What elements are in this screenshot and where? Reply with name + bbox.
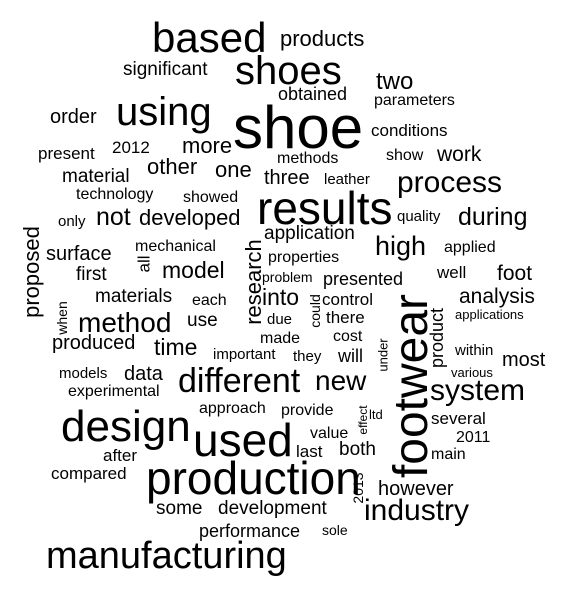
word-however: however: [378, 479, 454, 499]
word-approach: approach: [199, 401, 266, 417]
word-properties: properties: [268, 250, 339, 266]
word-show: show: [386, 148, 423, 164]
word-produced: produced: [52, 333, 135, 353]
word-made: made: [260, 331, 300, 347]
word-three: three: [264, 168, 310, 188]
word-foot: foot: [497, 263, 532, 284]
word-leather: leather: [324, 172, 370, 187]
word-application: application: [264, 224, 355, 243]
word-only: only: [58, 214, 86, 229]
word-after: after: [103, 447, 137, 464]
word-one: one: [215, 159, 252, 181]
word-obtained: obtained: [278, 85, 347, 103]
word-most: most: [502, 350, 545, 370]
word-problem: problem: [262, 270, 313, 284]
word-design: design: [61, 405, 191, 449]
word-provide: provide: [281, 403, 333, 419]
word-models: models: [59, 366, 107, 381]
word-compared: compared: [51, 465, 127, 482]
word-showed: showed: [183, 190, 238, 206]
word-several: several: [431, 410, 486, 427]
word-material: material: [62, 167, 130, 186]
word-products: products: [280, 28, 364, 50]
word-applications: applications: [455, 308, 524, 321]
word-high: high: [375, 233, 426, 260]
word-under: under: [377, 338, 390, 371]
word-effect: effect: [357, 405, 369, 434]
word-not: not: [96, 205, 131, 230]
word-could: could: [308, 294, 322, 327]
word-manufacturing: manufacturing: [46, 537, 287, 575]
word-system: system: [430, 376, 525, 406]
word-time: time: [154, 336, 197, 359]
word-last: last: [296, 443, 322, 460]
word-control: control: [322, 291, 373, 308]
word-into: into: [262, 286, 299, 309]
word-parameters: parameters: [374, 93, 455, 109]
word-data: data: [124, 364, 163, 384]
word-well: well: [437, 264, 466, 281]
word-model: model: [162, 259, 225, 282]
word-analysis: analysis: [459, 286, 535, 307]
word-surface: surface: [46, 244, 112, 264]
word-sole: sole: [322, 523, 348, 537]
word-materials: materials: [95, 287, 172, 306]
word-each: each: [192, 293, 227, 309]
word-order: order: [50, 107, 97, 127]
word-development: development: [218, 499, 327, 518]
word-first: first: [76, 265, 107, 284]
word-present: present: [38, 145, 95, 162]
word-significant: significant: [123, 60, 208, 79]
word-there: there: [326, 309, 365, 326]
word-work: work: [437, 144, 481, 165]
word-presented: presented: [323, 270, 403, 288]
word-all: all: [136, 255, 153, 272]
word-quality: quality: [397, 209, 440, 224]
word-technology: technology: [76, 187, 153, 203]
word-performance: performance: [199, 522, 300, 540]
word-2012: 2012: [112, 139, 150, 156]
word-main: main: [431, 447, 466, 463]
word-proposed: proposed: [21, 226, 43, 318]
word-when: when: [55, 301, 69, 334]
word-both: both: [339, 440, 376, 459]
word-product: product: [428, 308, 446, 368]
word-shoe: shoe: [233, 98, 363, 158]
word-2013: 2013: [351, 472, 365, 503]
word-applied: applied: [444, 240, 496, 256]
word-during: during: [458, 205, 528, 230]
word-ltd: ltd: [369, 408, 383, 421]
word-conditions: conditions: [371, 122, 448, 139]
word-industry: industry: [364, 496, 469, 526]
word-some: some: [156, 499, 202, 518]
word-within: within: [455, 343, 493, 358]
word-will: will: [338, 347, 363, 365]
word-process: process: [397, 168, 502, 198]
word-important: important: [213, 347, 276, 362]
word-different: different: [178, 364, 300, 398]
word-various: various: [451, 366, 493, 379]
word-developed: developed: [139, 207, 241, 229]
word-other: other: [147, 156, 197, 178]
word-methods: methods: [277, 151, 338, 167]
word-cost: cost: [333, 329, 362, 345]
word-used: used: [193, 417, 293, 463]
word-new: new: [315, 367, 366, 395]
word-2011: 2011: [456, 430, 490, 446]
word-they: they: [293, 349, 321, 364]
word-using: using: [116, 92, 212, 132]
word-experimental: experimental: [68, 384, 160, 400]
word-use: use: [187, 311, 218, 330]
word-two: two: [376, 70, 413, 94]
word-mechanical: mechanical: [135, 239, 216, 255]
word-due: due: [267, 312, 292, 327]
